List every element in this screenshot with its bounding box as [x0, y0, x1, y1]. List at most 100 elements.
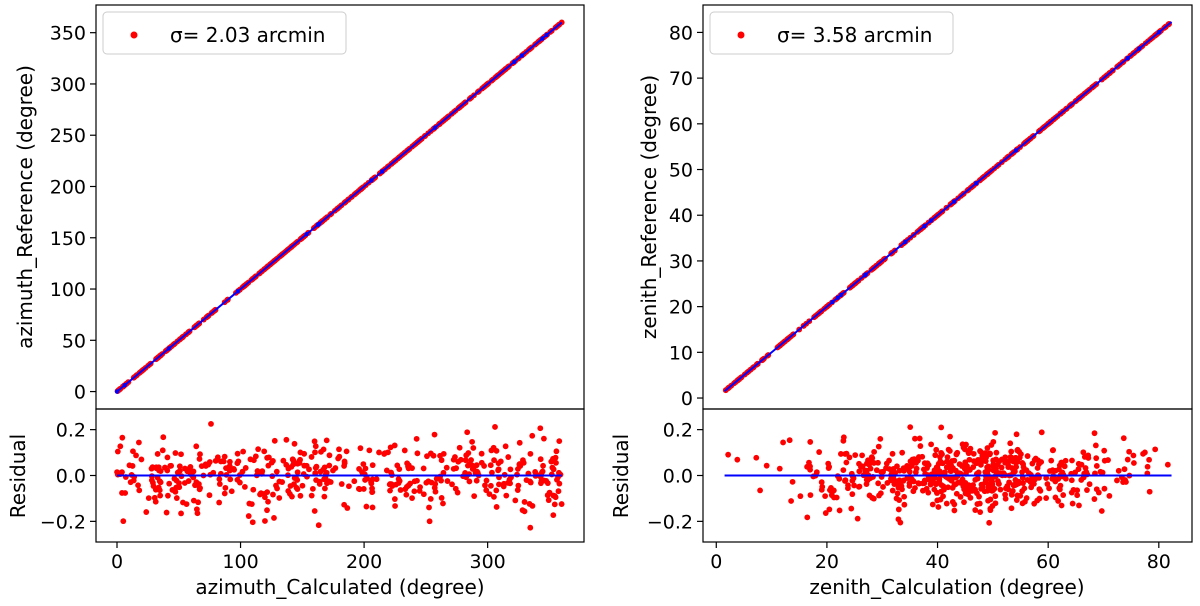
residual-data-point [261, 448, 268, 455]
residual-data-point [822, 493, 829, 500]
residual-data-point [520, 459, 527, 466]
residual-data-point [1015, 480, 1022, 487]
residual-data-point [1031, 457, 1038, 463]
residual-data-point [935, 504, 942, 510]
residual-data-point [163, 509, 170, 516]
residual-data-point [276, 478, 283, 485]
main-fit-marker [369, 178, 374, 183]
residual-data-point [413, 435, 420, 442]
residual-data-point [241, 484, 248, 490]
main-fit-marker [974, 181, 979, 186]
residual-data-point [952, 481, 959, 488]
residual-data-point [193, 506, 200, 513]
residual-data-point [1007, 440, 1014, 447]
residual-data-point [826, 487, 833, 493]
residual-data-point [807, 463, 813, 470]
left-legend: σ= 2.03 arcmin [102, 11, 347, 55]
residual-data-point [893, 495, 900, 502]
residual-data-point [166, 480, 173, 487]
residual-data-point [119, 490, 125, 496]
residual-data-point [497, 458, 504, 465]
residual-data-point [1101, 485, 1108, 492]
residual-data-point [852, 452, 859, 458]
residual-data-point [255, 446, 262, 453]
residual-data-point [947, 433, 953, 440]
residual-data-point [512, 497, 519, 504]
residual-data-point [1098, 508, 1105, 514]
residual-data-point [1038, 429, 1045, 436]
residual-data-point [366, 447, 373, 454]
main-fit-marker [235, 289, 240, 294]
residual-data-point [1086, 481, 1093, 488]
right-residual-y-axis-label: Residual [609, 434, 633, 518]
residual-data-point [985, 466, 992, 473]
residual-data-point [1032, 476, 1038, 483]
residual-data-point [216, 499, 223, 506]
residual-data-point [336, 446, 342, 453]
right-residual-y-ticks: −0.2 0.0 0.2 [647, 420, 703, 533]
residual-data-point [248, 501, 255, 508]
residual-data-point [1115, 467, 1122, 474]
residual-data-point [776, 465, 783, 472]
residual-data-point [138, 456, 145, 463]
residual-data-point [1122, 477, 1128, 483]
residual-data-point [197, 451, 203, 458]
residual-data-point [843, 459, 850, 466]
residual-data-point [840, 437, 847, 444]
residual-data-point [242, 465, 249, 471]
main-y-tick-label: 80 [669, 22, 693, 44]
residual-data-point [555, 488, 562, 495]
residual-data-point [1068, 477, 1075, 484]
residual-data-point [1062, 457, 1069, 464]
residual-data-point [212, 457, 219, 464]
residual-data-point [240, 448, 247, 455]
residual-data-point [529, 432, 536, 439]
residual-data-point [549, 464, 556, 471]
residual-data-point [965, 450, 972, 457]
residual-data-point [807, 492, 814, 498]
residual-data-point [987, 450, 993, 457]
residual-data-point [894, 490, 901, 497]
residual-data-point [202, 463, 209, 469]
residual-data-point [221, 453, 228, 460]
residual-data-point [944, 454, 951, 461]
residual-data-point [444, 478, 451, 484]
residual-data-point [1037, 487, 1044, 494]
residual-data-point [385, 449, 391, 456]
residual-data-point [320, 446, 327, 453]
residual-data-point [462, 457, 469, 464]
residual-data-point [346, 483, 352, 490]
residual-data-point [369, 504, 376, 511]
residual-data-point [992, 429, 998, 436]
residual-data-point [285, 488, 292, 494]
residual-y-tick-label: 0.2 [56, 420, 86, 442]
residual-data-point [877, 435, 884, 442]
residual-data-point [956, 461, 963, 468]
residual-data-point [1008, 505, 1015, 512]
left-x-axis-label: azimuth_Calculated (degree) [195, 575, 484, 599]
residual-data-point [411, 488, 418, 495]
residual-data-point [294, 486, 301, 493]
residual-data-point [836, 507, 843, 514]
residual-data-point [953, 451, 960, 457]
residual-data-point [848, 505, 855, 512]
residual-data-point [471, 493, 478, 499]
residual-data-point [294, 477, 301, 483]
main-fit-marker [928, 218, 934, 223]
residual-data-point [1078, 477, 1085, 483]
residual-data-point [915, 454, 922, 460]
residual-data-point [1060, 492, 1067, 498]
residual-data-point [966, 456, 973, 463]
residual-data-point [978, 461, 984, 468]
residual-data-point [457, 456, 464, 463]
residual-data-point [481, 463, 487, 469]
residual-data-point [177, 467, 183, 474]
residual-data-point [854, 515, 861, 522]
residual-data-point [452, 485, 459, 492]
residual-data-point [360, 486, 367, 492]
main-y-tick-label: 200 [50, 176, 86, 198]
residual-data-point [283, 436, 290, 443]
main-y-tick-label: 70 [669, 68, 693, 90]
right-main-plot-area [722, 21, 1173, 394]
residual-data-point [928, 441, 935, 448]
